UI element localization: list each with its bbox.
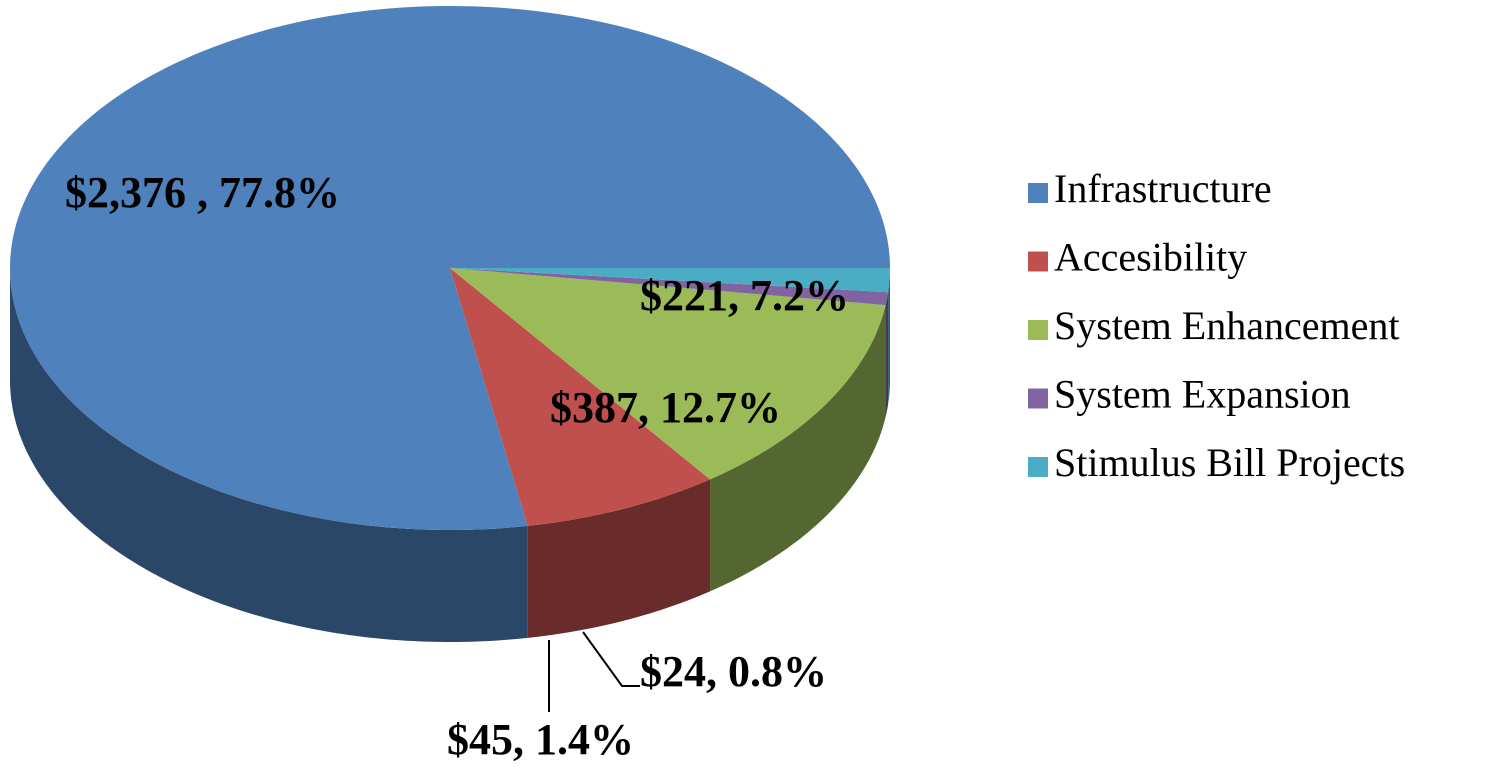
leader-line bbox=[582, 631, 640, 687]
slice-side bbox=[10, 268, 528, 642]
legend-swatch bbox=[1028, 183, 1048, 203]
slice-side bbox=[710, 305, 886, 592]
slice bbox=[450, 268, 889, 306]
slice bbox=[450, 268, 890, 293]
data-label: $221, 7.2% bbox=[640, 271, 849, 320]
slice bbox=[10, 6, 890, 530]
slice-side bbox=[527, 479, 711, 638]
legend-label: System Enhancement bbox=[1054, 303, 1399, 348]
legend-swatch bbox=[1028, 388, 1048, 409]
slice bbox=[450, 268, 886, 480]
slice bbox=[450, 268, 711, 526]
legend-label: Accesibility bbox=[1054, 235, 1247, 280]
legend-label: Stimulus Bill Projects bbox=[1054, 440, 1405, 485]
legend-swatch bbox=[1028, 251, 1048, 272]
legend-swatch bbox=[1028, 457, 1048, 477]
slice-side bbox=[885, 292, 889, 418]
slice-side bbox=[888, 268, 890, 405]
legend-label: System Expansion bbox=[1054, 372, 1351, 417]
legend-label: Infrastructure bbox=[1054, 166, 1272, 211]
data-label: $2,376 , 77.8% bbox=[65, 168, 340, 217]
data-label: $387, 12.7% bbox=[550, 383, 781, 432]
legend-swatch bbox=[1028, 320, 1048, 340]
data-label: $45, 1.4% bbox=[447, 715, 634, 764]
data-label: $24, 0.8% bbox=[640, 647, 827, 696]
